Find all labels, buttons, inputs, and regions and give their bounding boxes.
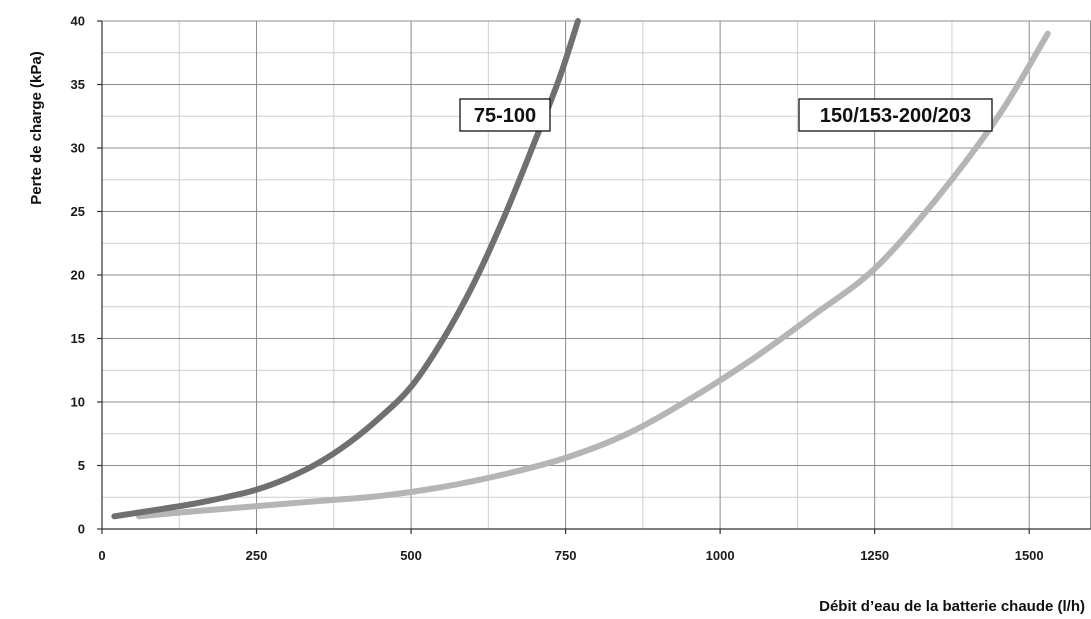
y-tick-label: 25 [71, 204, 85, 219]
tick-labels: 0 5 10 15 20 25 30 35 40 0 250 500 750 1000 1250 1500 [71, 14, 1044, 564]
series-label-text: 75-100 [474, 105, 536, 127]
y-axis-title: Perte de charge (kPa) [28, 51, 45, 204]
x-tick-label: 1500 [1015, 548, 1044, 563]
series-lines [111, 18, 1051, 520]
y-tick-label: 40 [71, 14, 85, 29]
y-tick-label: 10 [71, 395, 85, 410]
x-tick-label: 1000 [706, 548, 735, 563]
grid [102, 20, 1091, 529]
y-tick-label: 15 [71, 331, 85, 346]
x-axis-title: Débit d’eau de la batterie chaude (l/h) [819, 598, 1085, 615]
series-line-150-203 [136, 30, 1051, 520]
y-tick-label: 30 [71, 141, 85, 156]
x-tick-label: 0 [98, 548, 105, 563]
x-tick-label: 250 [246, 548, 268, 563]
axes [97, 20, 1091, 534]
x-tick-label: 1250 [860, 548, 889, 563]
x-tick-label: 500 [400, 548, 422, 563]
y-tick-label: 35 [71, 77, 85, 92]
series-labels: 75-100 150/153-200/203 [459, 98, 993, 132]
series-label-box [798, 98, 993, 132]
y-tick-label: 20 [71, 268, 85, 283]
series-label-75-100: 75-100 [459, 98, 551, 132]
series-label-box [459, 98, 551, 132]
series-label-150-203: 150/153-200/203 [798, 98, 993, 132]
series-line-75-100 [111, 18, 581, 520]
y-tick-label: 0 [78, 522, 85, 537]
x-tick-label: 750 [555, 548, 577, 563]
series-label-text: 150/153-200/203 [820, 105, 971, 127]
y-tick-label: 5 [78, 458, 85, 473]
